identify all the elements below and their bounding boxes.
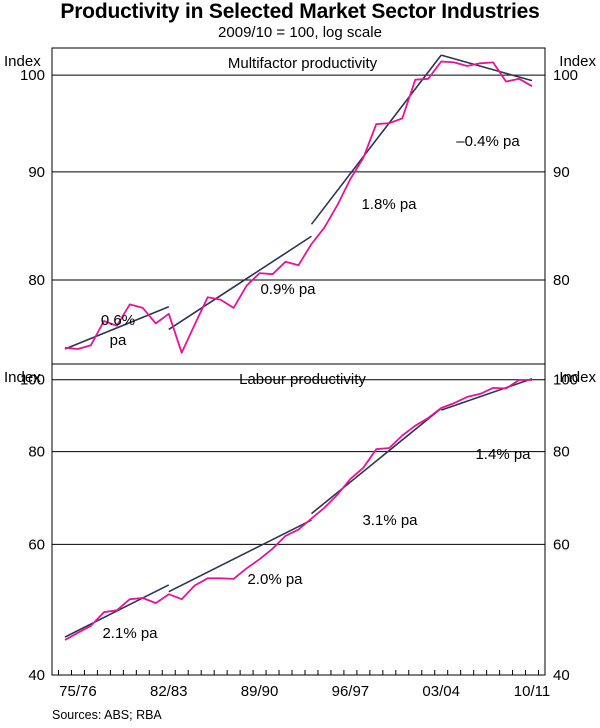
y-tick-label-right: 100 xyxy=(553,372,578,389)
trend-label: 1.4% pa xyxy=(475,446,531,463)
y-tick-label-left: 90 xyxy=(28,164,45,181)
y-axis-title-left: Index xyxy=(4,53,41,70)
y-tick-label-right: 90 xyxy=(553,164,570,181)
plot-frame xyxy=(51,47,546,676)
y-axis-title-right: Index xyxy=(559,53,596,70)
trend-line xyxy=(168,235,312,331)
chart-title: Productivity in Selected Market Sector I… xyxy=(60,0,540,23)
trend-label: –0.4% pa xyxy=(456,133,520,150)
chart-subtitle: 2009/10 = 100, log scale xyxy=(218,24,382,41)
trend-line xyxy=(440,54,533,82)
trend-line xyxy=(64,305,170,350)
y-axis-title-left: Index xyxy=(4,369,41,386)
y-tick-label-left: 80 xyxy=(28,444,45,461)
trend-line xyxy=(440,378,533,411)
source-note: Sources: ABS; RBA xyxy=(52,708,162,722)
trend-label: 2.0% pa xyxy=(247,571,303,588)
y-tick-label-left: 80 xyxy=(28,272,45,289)
panel-title: Labour productivity xyxy=(239,371,366,388)
panel-title: Multifactor productivity xyxy=(228,55,378,72)
trend-line xyxy=(310,407,442,515)
y-tick-label-right: 40 xyxy=(553,667,570,684)
x-tick-label: 10/11 xyxy=(514,683,550,700)
y-tick-label-left: 100 xyxy=(20,372,45,389)
y-tick-label-right: 60 xyxy=(553,536,570,553)
y-tick-label-left: 60 xyxy=(28,536,45,553)
trend-label: 1.8% pa xyxy=(361,196,417,213)
trend-line xyxy=(310,54,442,225)
y-tick-label-right: 80 xyxy=(553,272,570,289)
trend-label: 2.1% pa xyxy=(102,625,158,642)
y-tick-label-left: 40 xyxy=(28,667,45,684)
x-tick-label: 03/04 xyxy=(422,683,460,700)
y-axis-title-right: Index xyxy=(559,369,596,386)
trend-label: pa xyxy=(110,332,127,349)
y-tick-label-right: 100 xyxy=(553,67,578,84)
trend-line xyxy=(168,519,312,593)
trend-label: 3.1% pa xyxy=(362,512,418,529)
series-line xyxy=(64,60,533,354)
series-line xyxy=(64,379,532,641)
x-tick-label: 89/90 xyxy=(241,683,279,700)
x-tick-label: 82/83 xyxy=(150,683,188,700)
y-tick-label-right: 80 xyxy=(553,444,570,461)
x-tick-label: 75/76 xyxy=(59,683,97,700)
trend-label: 0.6% xyxy=(101,312,135,329)
y-tick-label-left: 100 xyxy=(20,67,45,84)
trend-label: 0.9% pa xyxy=(260,281,316,298)
x-tick-label: 96/97 xyxy=(332,683,370,700)
